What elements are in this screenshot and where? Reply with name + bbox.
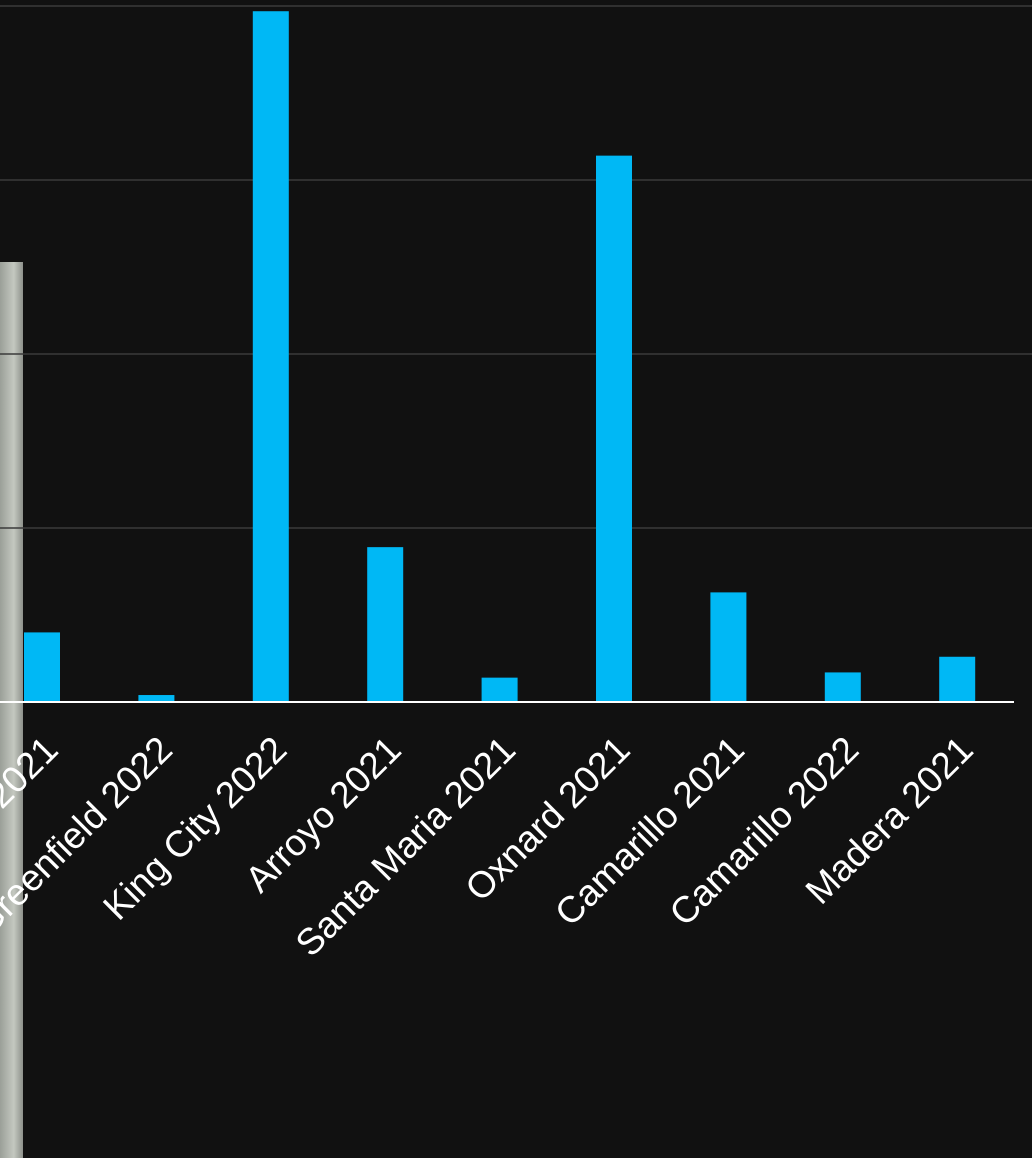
bar [252, 11, 289, 703]
bar [596, 155, 632, 702]
bar [367, 547, 404, 702]
bar [710, 592, 747, 702]
bar [824, 672, 861, 702]
bar [939, 656, 976, 702]
bar [24, 632, 60, 702]
bar [481, 677, 518, 702]
bar [138, 695, 175, 702]
side-image [0, 262, 23, 1158]
